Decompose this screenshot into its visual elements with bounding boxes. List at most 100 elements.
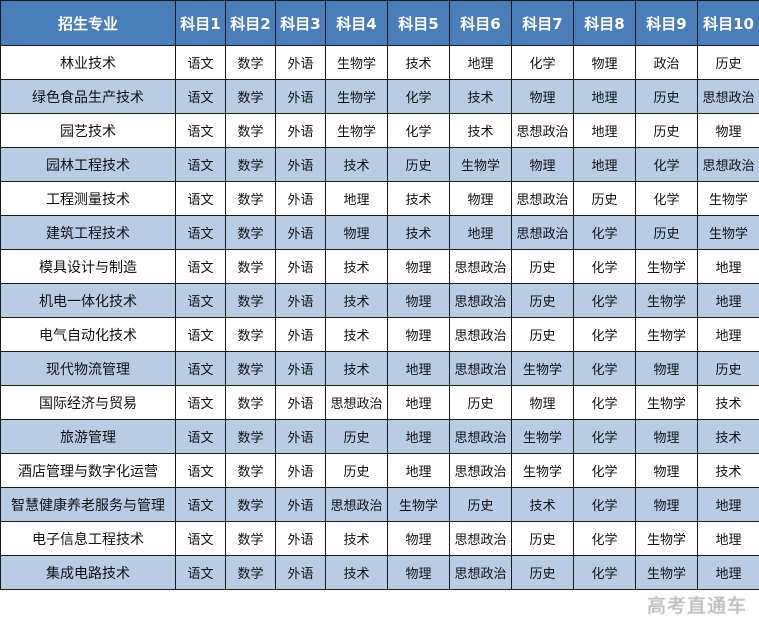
subject-cell: 历史 <box>511 521 574 556</box>
subject-cell: 生物学 <box>635 555 698 590</box>
subject-cell: 历史 <box>635 215 698 250</box>
subject-cell: 语文 <box>175 487 226 522</box>
subject-cell: 语文 <box>175 385 226 420</box>
major-cell: 工程测量技术 <box>0 181 176 216</box>
subject-cell: 化学 <box>573 419 636 454</box>
subject-cell: 化学 <box>573 555 636 590</box>
subject-cell: 数学 <box>225 283 276 318</box>
subject-cell: 技术 <box>325 317 388 352</box>
subject-cell: 语文 <box>175 283 226 318</box>
subject-cell: 技术 <box>325 555 388 590</box>
table-row: 模具设计与制造 语文 数学 外语 技术 物理 思想政治 历史 化学 生物学 地理 <box>0 249 759 284</box>
subject-cell: 历史 <box>635 79 698 114</box>
subject-cell: 语文 <box>175 79 226 114</box>
major-cell: 电气自动化技术 <box>0 317 176 352</box>
subject-cell: 历史 <box>449 487 512 522</box>
subject-cell: 化学 <box>511 45 574 80</box>
table-row: 智慧健康养老服务与管理 语文 数学 外语 思想政治 生物学 历史 技术 化学 物理 地理 <box>0 487 759 522</box>
subject-cell: 化学 <box>573 283 636 318</box>
subject-cell: 语文 <box>175 419 226 454</box>
column-header: 科目9 <box>635 0 698 46</box>
subject-cell: 语文 <box>175 215 226 250</box>
subject-cell: 数学 <box>225 487 276 522</box>
subject-cell: 语文 <box>175 317 226 352</box>
subject-cell: 思想政治 <box>511 113 574 148</box>
subject-cell: 思想政治 <box>449 453 512 488</box>
subject-cell: 数学 <box>225 555 276 590</box>
subject-cell: 地理 <box>697 487 759 522</box>
column-header: 招生专业 <box>0 0 176 46</box>
subject-cell: 思想政治 <box>449 317 512 352</box>
table-row: 电子信息工程技术 语文 数学 外语 技术 物理 思想政治 历史 化学 生物学 地理 <box>0 521 759 556</box>
major-cell: 机电一体化技术 <box>0 283 176 318</box>
column-header: 科目10 <box>697 0 759 46</box>
subject-cell: 思想政治 <box>325 487 388 522</box>
table-row: 工程测量技术 语文 数学 外语 地理 技术 物理 思想政治 历史 化学 生物学 <box>0 181 759 216</box>
subject-cell: 技术 <box>697 419 759 454</box>
subject-cell: 数学 <box>225 521 276 556</box>
subject-cell: 历史 <box>635 113 698 148</box>
subject-cell: 物理 <box>325 215 388 250</box>
subject-cell: 技术 <box>325 521 388 556</box>
subject-cell: 物理 <box>511 79 574 114</box>
subject-cell: 政治 <box>635 45 698 80</box>
subject-cell: 数学 <box>225 181 276 216</box>
subject-cell: 地理 <box>387 419 450 454</box>
subject-cell: 物理 <box>635 419 698 454</box>
subject-cell: 外语 <box>275 317 326 352</box>
subject-cell: 外语 <box>275 45 326 80</box>
subject-cell: 物理 <box>449 181 512 216</box>
watermark: 高考直通车 <box>646 595 747 617</box>
subject-cell: 数学 <box>225 419 276 454</box>
subject-cell: 语文 <box>175 555 226 590</box>
subject-cell: 生物学 <box>635 385 698 420</box>
subject-cell: 物理 <box>511 385 574 420</box>
subject-cell: 思想政治 <box>325 385 388 420</box>
subject-cell: 语文 <box>175 113 226 148</box>
subject-cell: 化学 <box>573 385 636 420</box>
subject-cell: 历史 <box>511 317 574 352</box>
subject-cell: 外语 <box>275 283 326 318</box>
subject-cell: 技术 <box>387 45 450 80</box>
subject-cell: 地理 <box>449 215 512 250</box>
table-row: 园艺技术 语文 数学 外语 生物学 化学 技术 思想政治 地理 历史 物理 <box>0 113 759 148</box>
major-cell: 电子信息工程技术 <box>0 521 176 556</box>
subject-cell: 物理 <box>635 351 698 386</box>
subject-cell: 化学 <box>573 215 636 250</box>
major-cell: 旅游管理 <box>0 419 176 454</box>
subject-cell: 生物学 <box>325 79 388 114</box>
subject-cell: 外语 <box>275 351 326 386</box>
subject-cell: 语文 <box>175 147 226 182</box>
subject-cell: 物理 <box>697 113 759 148</box>
subject-cell: 数学 <box>225 385 276 420</box>
subject-cell: 生物学 <box>635 521 698 556</box>
subject-cell: 技术 <box>325 147 388 182</box>
column-header: 科目6 <box>449 0 512 46</box>
subject-cell: 数学 <box>225 351 276 386</box>
column-header: 科目2 <box>225 0 276 46</box>
subject-cell: 物理 <box>387 521 450 556</box>
subject-cell: 生物学 <box>449 147 512 182</box>
major-cell: 酒店管理与数字化运营 <box>0 453 176 488</box>
major-cell: 绿色食品生产技术 <box>0 79 176 114</box>
subject-cell: 历史 <box>325 419 388 454</box>
subject-cell: 数学 <box>225 79 276 114</box>
subject-cell: 地理 <box>697 249 759 284</box>
table-row: 酒店管理与数字化运营 语文 数学 外语 历史 地理 思想政治 生物学 化学 物理 技术 <box>0 453 759 488</box>
subject-cell: 地理 <box>573 79 636 114</box>
subject-cell: 地理 <box>697 555 759 590</box>
subject-cell: 数学 <box>225 45 276 80</box>
subject-cell: 思想政治 <box>697 79 759 114</box>
subject-cell: 历史 <box>511 555 574 590</box>
subject-cell: 化学 <box>387 113 450 148</box>
subject-cell: 数学 <box>225 113 276 148</box>
subject-cell: 生物学 <box>635 249 698 284</box>
subject-cell: 历史 <box>573 181 636 216</box>
subject-cell: 生物学 <box>325 45 388 80</box>
subject-cell: 数学 <box>225 215 276 250</box>
subject-cell: 地理 <box>387 385 450 420</box>
table-row: 集成电路技术 语文 数学 外语 技术 物理 思想政治 历史 化学 生物学 地理 <box>0 555 759 590</box>
subject-cell: 技术 <box>325 249 388 284</box>
subject-cell: 生物学 <box>387 487 450 522</box>
subject-cell: 思想政治 <box>511 215 574 250</box>
